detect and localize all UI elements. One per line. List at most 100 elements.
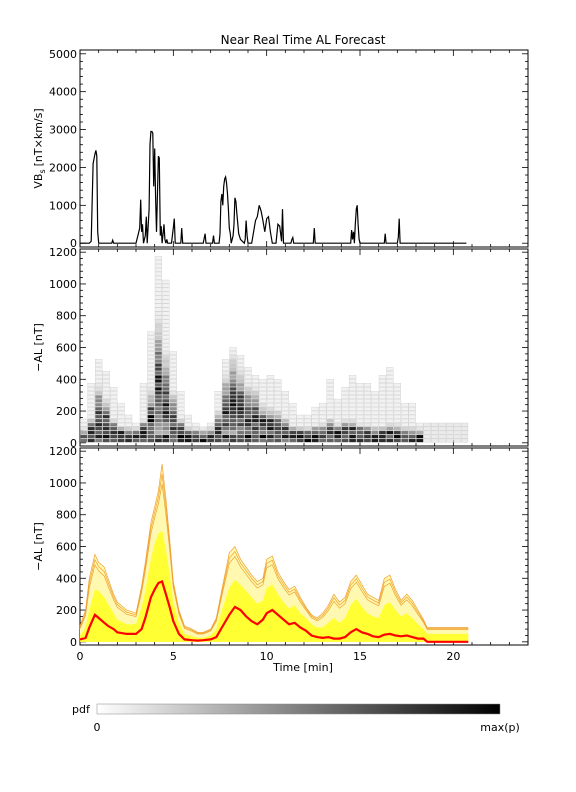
pdf-cell [453, 422, 461, 427]
pdf-cell [341, 430, 349, 435]
pdf-cell [117, 438, 125, 443]
y-tick-label: 200 [56, 405, 77, 418]
pdf-cell [154, 375, 163, 379]
pdf-cell [154, 275, 163, 280]
pdf-cell [102, 406, 110, 411]
pdf-cell [348, 418, 357, 423]
pdf-cell [393, 387, 401, 391]
pdf-cell [95, 379, 103, 383]
pdf-cell [266, 395, 275, 399]
pdf-cell [229, 359, 237, 363]
pdf-cell [222, 430, 230, 435]
pdf-cell [177, 438, 185, 443]
pdf-cell [274, 387, 282, 391]
pdf-cell [162, 311, 170, 316]
pdf-cell [87, 383, 95, 387]
pdf-cell [229, 387, 237, 391]
pdf-cell [169, 418, 177, 423]
pdf-cell [423, 438, 431, 443]
pdf-cell [266, 391, 275, 395]
pdf-cell [348, 410, 357, 415]
pdf-cell [446, 426, 454, 431]
pdf-cell [386, 367, 394, 371]
pdf-cell [162, 395, 170, 399]
pdf-cell [393, 406, 401, 411]
pdf-cell [236, 430, 245, 435]
pdf-cell [154, 359, 163, 363]
pdf-cell [326, 395, 334, 399]
pdf-cell [348, 375, 357, 379]
pdf-cell [311, 438, 319, 443]
pdf-cell [386, 387, 394, 391]
pdf-cell [87, 414, 95, 419]
pdf-cell [80, 434, 88, 439]
pdf-cell [259, 383, 267, 387]
pdf-cell [281, 422, 289, 427]
pdf-cell [95, 367, 103, 371]
pdf-cell [266, 383, 275, 387]
pdf-cell [401, 406, 409, 411]
pdf-cell [169, 387, 177, 391]
pdf-cell [341, 414, 349, 419]
pdf-cell [251, 375, 260, 379]
pdf-cell [207, 430, 215, 435]
pdf-cell [319, 418, 327, 423]
pdf-cell [214, 438, 222, 443]
pdf-cell [102, 371, 110, 375]
pdf-cell [259, 379, 267, 383]
pdf-cell [274, 410, 282, 415]
pdf-cell [139, 422, 148, 427]
pdf-cell [281, 414, 289, 419]
pdf-cell [222, 387, 230, 391]
pdf-cell [319, 438, 327, 443]
pdf-cell [236, 434, 245, 439]
pdf-cell [147, 430, 155, 435]
pdf-cell [341, 395, 349, 399]
pdf-cell [229, 414, 237, 419]
pdf-cell [162, 287, 170, 292]
pdf-cell [169, 398, 177, 403]
ensemble-edge-line [79, 483, 469, 635]
pdf-cell [341, 426, 349, 431]
pdf-cell [169, 402, 177, 407]
pdf-cell [460, 422, 469, 427]
pdf-cell [87, 430, 95, 435]
pdf-cell [431, 422, 439, 427]
pdf-cell [334, 434, 342, 439]
pdf-cell [319, 414, 327, 419]
pdf-cell [453, 434, 461, 439]
pdf-cell [386, 395, 394, 399]
pdf-cell [326, 406, 334, 411]
pdf-cell [147, 359, 155, 363]
pdf-cell [348, 406, 357, 411]
pdf-cell [393, 402, 401, 407]
pdf-cell [408, 410, 416, 415]
pdf-cell [132, 438, 140, 443]
pdf-cell [229, 398, 237, 403]
pdf-cell [139, 398, 148, 403]
pdf-cell [154, 259, 163, 264]
pdf-cell [236, 406, 245, 411]
pdf-cell [363, 426, 372, 431]
pdf-cell [192, 426, 200, 431]
pdf-cell [371, 430, 379, 435]
pdf-cell [378, 375, 387, 379]
pdf-cell [147, 363, 155, 367]
pdf-cell [416, 426, 424, 431]
pdf-cell [102, 395, 110, 399]
pdf-cell [139, 426, 148, 431]
pdf-cell [222, 418, 230, 423]
y-tick-label: 0 [70, 636, 77, 649]
pdf-cell [162, 398, 170, 403]
pdf-cell [154, 398, 163, 403]
pdf-cell [154, 319, 163, 324]
y-tick-label: 800 [56, 509, 77, 522]
pdf-cell [154, 363, 163, 367]
pdf-cell [154, 271, 163, 276]
pdf-cell [401, 426, 409, 431]
pdf-cell [236, 367, 245, 371]
pdf-cell [177, 414, 185, 419]
pdf-cell [251, 430, 260, 435]
pdf-cell [154, 414, 163, 419]
